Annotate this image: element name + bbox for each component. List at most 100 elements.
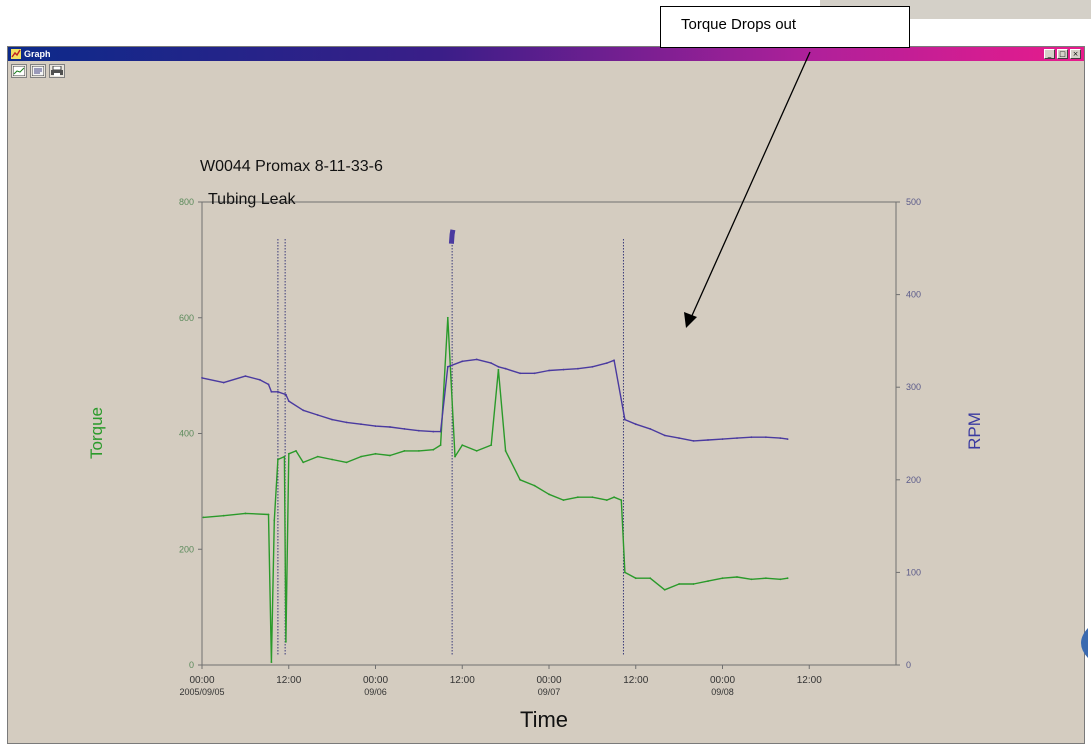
data-point: [497, 365, 500, 368]
data-point: [244, 375, 247, 377]
data-point: [736, 437, 738, 439]
data-point: [548, 369, 550, 372]
data-point: [765, 436, 767, 439]
maximize-button[interactable]: □: [1057, 49, 1068, 59]
data-point: [475, 358, 478, 361]
data-point: [389, 454, 391, 457]
callout-arrowhead: [684, 312, 697, 328]
data-point: [577, 367, 579, 370]
data-point: [620, 499, 623, 501]
window-controls: _ □ ×: [1044, 49, 1081, 59]
data-point: [649, 428, 652, 430]
data-point: [562, 499, 565, 501]
data-point: [707, 439, 709, 441]
data-point: [678, 437, 680, 439]
data-point: [519, 478, 521, 481]
data-point: [331, 418, 333, 421]
data-point: [446, 365, 449, 368]
toolbar: [11, 64, 65, 78]
data-point: [577, 496, 579, 499]
data-point: [432, 430, 435, 433]
x-tick-date: 09/08: [711, 687, 734, 697]
data-point: [202, 516, 205, 519]
x-tick-time: 12:00: [797, 675, 822, 686]
data-point: [461, 360, 464, 363]
data-point: [360, 423, 362, 426]
data-point: [497, 368, 500, 371]
y-right-tick-label: 200: [906, 475, 921, 485]
data-point: [270, 390, 273, 393]
y-left-axis-label: Torque: [87, 407, 106, 459]
x-tick-date: 2005/09/05: [179, 687, 224, 697]
chart-subtitle: Tubing Leak: [208, 191, 296, 208]
data-point: [779, 578, 782, 581]
save-icon[interactable]: [30, 64, 46, 78]
series-line-rpm-spike: [448, 229, 456, 244]
y-right-tick-label: 100: [906, 567, 921, 577]
data-point: [504, 367, 507, 370]
data-point: [270, 661, 273, 663]
data-point: [258, 378, 261, 381]
y-right-axis-label: RPM: [965, 412, 984, 450]
data-point: [267, 383, 270, 386]
data-point: [432, 448, 435, 451]
chart-icon[interactable]: [11, 64, 27, 78]
data-point: [285, 393, 287, 396]
x-tick-time: 00:00: [189, 675, 214, 686]
app-icon: [11, 49, 21, 59]
data-point: [634, 577, 637, 580]
data-point: [490, 362, 493, 364]
y-right-tick-label: 400: [906, 290, 921, 300]
y-left-tick-label: 200: [179, 544, 194, 554]
series-line-torque: [203, 317, 788, 663]
data-point: [765, 577, 767, 580]
data-point: [283, 455, 286, 458]
data-point: [403, 428, 406, 430]
data-point: [461, 444, 464, 446]
plot-frame: [201, 201, 897, 666]
data-point: [287, 400, 290, 402]
data-point: [779, 437, 782, 439]
minimize-button[interactable]: _: [1044, 49, 1055, 59]
data-point: [649, 577, 652, 580]
data-point: [475, 450, 478, 452]
data-point: [277, 458, 279, 461]
data-point: [345, 421, 348, 424]
data-point: [418, 429, 420, 432]
data-point: [750, 578, 753, 581]
data-point: [548, 493, 550, 496]
data-point: [285, 641, 287, 643]
title-bar[interactable]: Graph _ □ ×: [8, 47, 1084, 61]
data-point: [663, 588, 666, 591]
data-point: [403, 450, 406, 452]
data-point: [678, 583, 680, 585]
data-point: [360, 455, 362, 458]
x-tick-time: 00:00: [363, 675, 388, 686]
data-point: [692, 440, 695, 442]
y-right-tick-label: 0: [906, 660, 911, 670]
data-point: [222, 514, 225, 517]
y-right-tick-label: 300: [906, 382, 921, 392]
data-point: [273, 519, 276, 522]
print-icon[interactable]: [49, 64, 65, 78]
data-point: [316, 414, 319, 416]
y-left-tick-label: 800: [179, 197, 194, 207]
data-point: [374, 452, 377, 455]
data-point: [721, 577, 724, 580]
annotation-callout: Torque Drops out: [660, 6, 910, 48]
x-tick-time: 00:00: [536, 675, 561, 686]
chart-title: W0044 Promax 8-11-33-6: [200, 158, 383, 175]
data-point: [302, 409, 305, 412]
data-point: [345, 461, 348, 464]
close-button[interactable]: ×: [1070, 49, 1081, 59]
data-point: [591, 496, 594, 499]
data-point: [331, 458, 333, 461]
data-point: [663, 434, 666, 437]
data-point: [707, 580, 709, 582]
y-left-tick-label: 400: [179, 429, 194, 439]
data-point: [786, 577, 789, 580]
scroll-handle[interactable]: [1072, 628, 1088, 658]
data-point: [786, 438, 789, 440]
callout-arrow-line: [689, 51, 811, 321]
data-point: [605, 362, 608, 364]
